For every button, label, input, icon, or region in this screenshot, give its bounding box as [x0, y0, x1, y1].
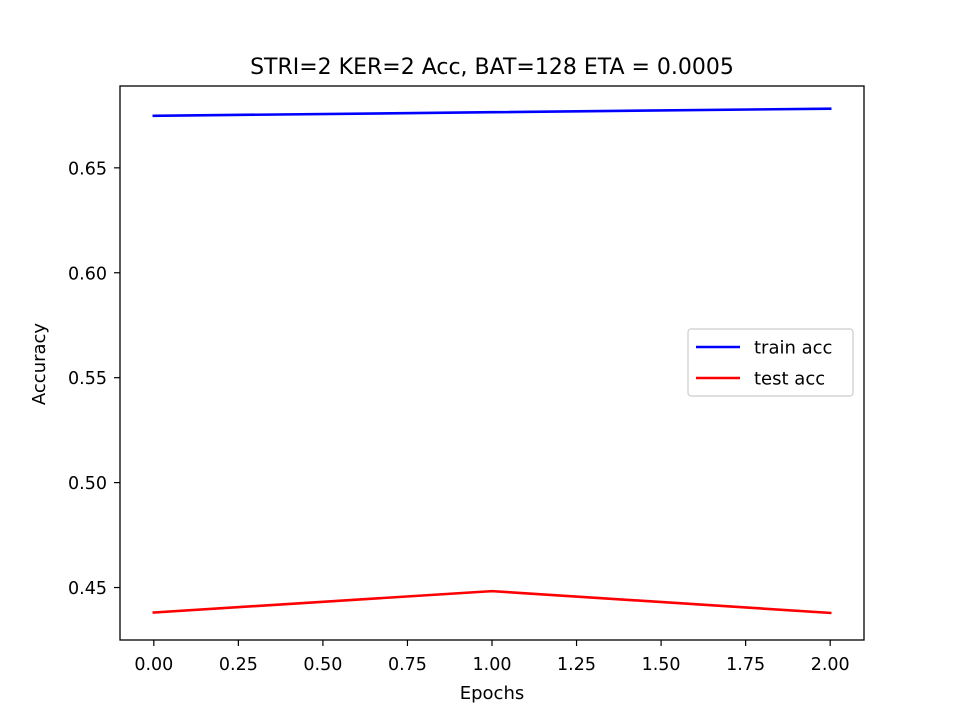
- y-axis-label: Accuracy: [29, 323, 50, 406]
- x-tick-label: 1.75: [726, 655, 765, 675]
- x-tick-label: 0.50: [303, 655, 342, 675]
- x-tick-label: 0.00: [134, 655, 173, 675]
- plot-area: 0.00 0.25 0.50 0.75 1.00 1.25 1.50 1.75 2.00 0.45…: [68, 85, 865, 675]
- y-tick-label: 0.60: [68, 264, 107, 284]
- series-line-1: [152, 589, 832, 615]
- legend-label-0: train acc: [754, 338, 832, 359]
- x-tick-label: 1.50: [642, 655, 681, 675]
- legend-label-1: test acc: [754, 369, 825, 390]
- y-tick-label: 0.55: [68, 369, 107, 389]
- x-tick-label: 0.25: [219, 655, 258, 675]
- x-axis-label: Epochs: [460, 683, 525, 704]
- y-tick-label: 0.45: [68, 579, 107, 599]
- x-tick-label: 1.00: [473, 655, 512, 675]
- series-line-0: [152, 107, 832, 118]
- x-tick-label: 2.00: [811, 655, 850, 675]
- y-tick-label: 0.65: [68, 159, 107, 179]
- plot-frame: [119, 85, 865, 641]
- legend: train acc test acc: [687, 328, 854, 397]
- x-tick-label: 1.25: [557, 655, 596, 675]
- y-tick-label: 0.50: [68, 474, 107, 494]
- x-tick-label: 0.75: [388, 655, 427, 675]
- chart-title: STRI=2 KER=2 Acc, BAT=128 ETA = 0.0005: [250, 55, 734, 80]
